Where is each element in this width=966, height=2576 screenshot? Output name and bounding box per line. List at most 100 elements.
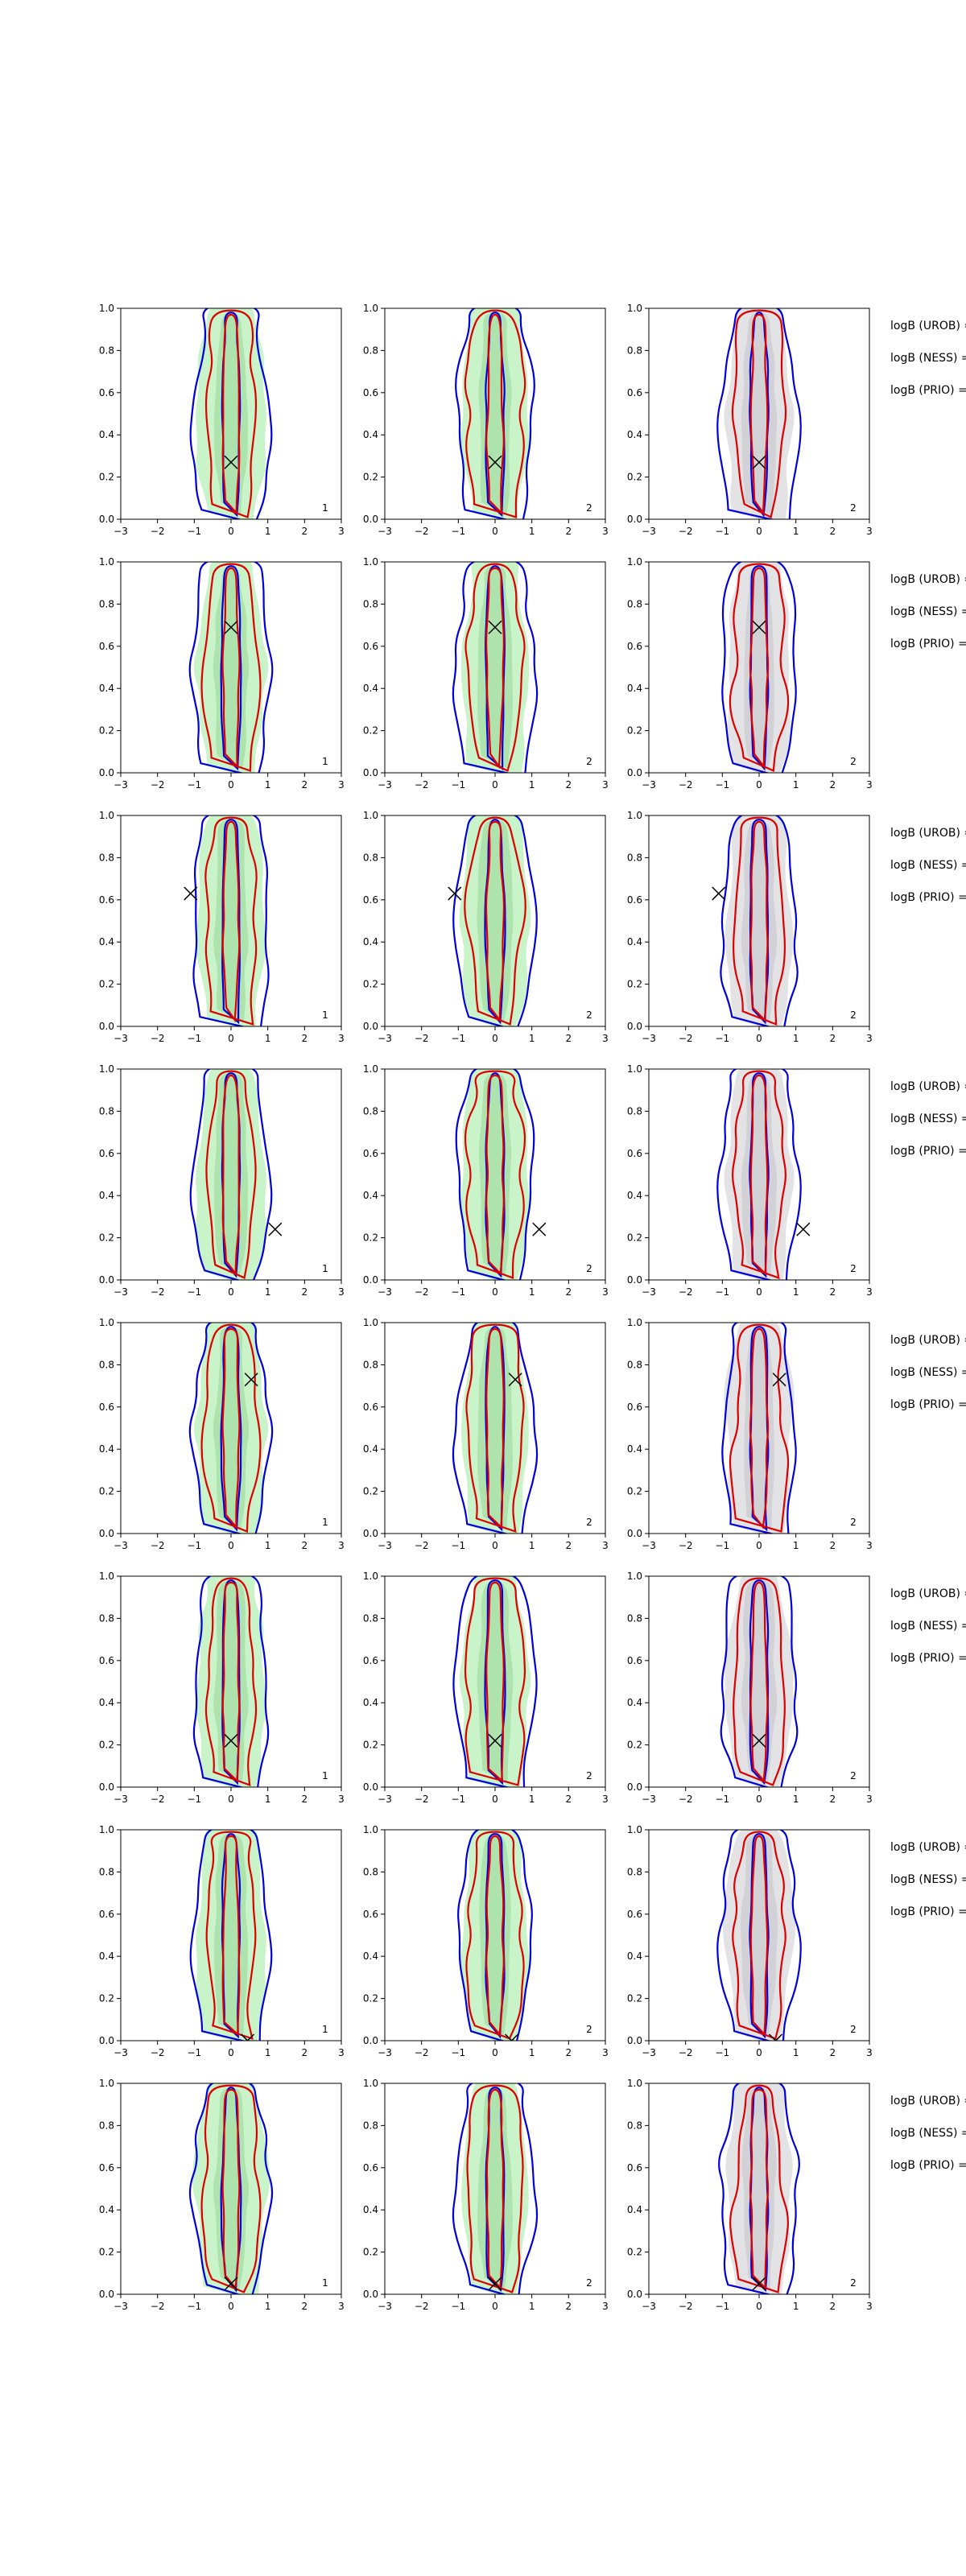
x-tick-label: 3 (866, 1794, 873, 1805)
x-tick-label: 3 (602, 1286, 609, 1298)
x-tick-label: 0 (756, 526, 762, 537)
contour-red-outer (205, 1831, 257, 2041)
contour-blue-outer (189, 308, 273, 519)
x-tick-label: 1 (793, 2301, 799, 2312)
contour-red-inner (749, 313, 769, 516)
x-tick-label: 0 (228, 1540, 234, 1551)
y-tick-label: 0.4 (627, 683, 642, 694)
contour-blue-outer (716, 1830, 802, 2041)
x-tick-label: 3 (866, 1540, 873, 1551)
panel-r2-c2: −3 −2 −1 0 1 2 3 0.0 0.2 0.4 0.6 0.8 1.0 2 (363, 556, 609, 791)
x-tick-label: 0 (756, 1033, 762, 1044)
y-tick-label: 0.2 (99, 1993, 114, 2004)
x-tick-label: 1 (793, 1033, 799, 1044)
contour-red-outer (729, 1323, 790, 1533)
y-tick-label: 0.4 (363, 1951, 378, 1962)
y-tick-label: 0.4 (99, 429, 114, 440)
contour-red-inner (485, 2088, 505, 2290)
panel-r1-c2: −3 −2 −1 0 1 2 3 0.0 0.2 0.4 0.6 0.8 1.0 2 (363, 303, 609, 537)
y-tick-label: 0.2 (627, 472, 642, 483)
panel-r5-c2: −3 −2 −1 0 1 2 3 0.0 0.2 0.4 0.6 0.8 1.0 2 (363, 1317, 609, 1551)
density-fill-inner (741, 312, 778, 515)
contour-red-inner (485, 1074, 505, 1276)
y-tick-label: 0.6 (99, 1402, 114, 1413)
contour-red-outer (466, 2084, 524, 2293)
y-tick-label: 0.2 (363, 725, 378, 737)
y-tick-label: 0.2 (627, 1993, 642, 2004)
contour-red-outer (465, 1831, 525, 2040)
x-tick-label: 1 (265, 1033, 271, 1044)
panel-tag: 2 (850, 1263, 857, 1274)
y-tick-label: 0.0 (627, 1528, 642, 1539)
contour-red-inner (485, 567, 505, 770)
x-tick-label: 0 (492, 526, 498, 537)
contour-blue-outer (720, 815, 799, 1026)
reference-marker (772, 1373, 786, 1387)
x-tick-label: 0 (492, 2301, 498, 2312)
y-tick-label: 0.6 (99, 641, 114, 652)
reference-marker (532, 1222, 547, 1236)
reference-marker (769, 2033, 783, 2041)
panel-r6-c3: −3 −2 −1 0 1 2 3 0.0 0.2 0.4 0.6 0.8 1.0 2 (627, 1571, 873, 1805)
row-labels-r3: logB (UROB) = logB (NESS) = logB (PRIO) = (890, 827, 966, 904)
x-tick-label: 0 (492, 1794, 498, 1805)
y-tick-label: 1.0 (99, 1824, 114, 1835)
y-tick-label: 0.0 (627, 767, 642, 778)
y-tick-label: 0.6 (627, 387, 642, 398)
x-tick-label: −2 (679, 526, 693, 537)
contour-blue-outer (188, 1323, 274, 1534)
contour-blue-outer (720, 1576, 799, 1787)
panel-tag: 2 (850, 1770, 857, 1781)
y-tick-label: 0.6 (627, 1909, 642, 1920)
x-tick-label: 0 (492, 1286, 498, 1298)
y-tick-label: 0.4 (627, 429, 642, 440)
density-fill-inner (213, 819, 249, 1022)
panel-tag: 2 (586, 1009, 592, 1021)
logb-label: logB (NESS) = (890, 859, 966, 872)
y-tick-label: 0.8 (627, 1612, 642, 1624)
y-tick-label: 0.4 (627, 936, 642, 947)
x-tick-label: −2 (151, 2047, 165, 2058)
panel-tag: 2 (850, 502, 857, 514)
y-tick-label: 1.0 (99, 1063, 114, 1075)
y-tick-label: 0.4 (99, 1190, 114, 1201)
panel-tag: 2 (586, 2277, 592, 2289)
logb-label: logB (PRIO) = (890, 384, 966, 397)
x-tick-label: 3 (338, 1286, 345, 1298)
x-tick-label: 2 (566, 2047, 572, 2058)
panel-tag: 1 (322, 1009, 328, 1021)
x-tick-label: 0 (492, 779, 498, 791)
x-tick-label: 0 (756, 1794, 762, 1805)
y-tick-label: 0.4 (99, 936, 114, 947)
y-tick-label: 1.0 (99, 303, 114, 314)
x-tick-label: −3 (378, 526, 392, 537)
x-tick-label: −1 (187, 2301, 201, 2312)
x-tick-label: −1 (715, 779, 729, 791)
x-tick-label: 1 (265, 1286, 271, 1298)
panel-r3-c3: −3 −2 −1 0 1 2 3 0.0 0.2 0.4 0.6 0.8 1.0 2 (627, 810, 873, 1044)
panel-r3-c2: −3 −2 −1 0 1 2 3 0.0 0.2 0.4 0.6 0.8 1.0 2 (363, 810, 609, 1044)
x-tick-label: 3 (602, 1794, 609, 1805)
y-tick-label: 0.4 (99, 1951, 114, 1962)
x-tick-label: 1 (265, 1794, 271, 1805)
x-tick-label: −1 (715, 1794, 729, 1805)
panel-r4-c2: −3 −2 −1 0 1 2 3 0.0 0.2 0.4 0.6 0.8 1.0 2 (363, 1063, 609, 1298)
y-tick-label: 0.2 (627, 725, 642, 737)
panel-r1-c1: −3 −2 −1 0 1 2 3 0.0 0.2 0.4 0.6 0.8 1.0 1 (99, 303, 345, 537)
contour-red-inner (485, 313, 505, 515)
logb-label: logB (PRIO) = (890, 1652, 966, 1665)
logb-label: logB (UROB) = (890, 573, 966, 586)
y-tick-label: 0.0 (627, 1021, 642, 1032)
y-tick-label: 1.0 (99, 2078, 114, 2089)
y-tick-label: 0.0 (363, 2289, 378, 2300)
y-tick-label: 0.0 (627, 1274, 642, 1286)
x-tick-label: 0 (228, 526, 234, 537)
contour-blue-outer (718, 2083, 800, 2294)
x-tick-label: −1 (187, 2047, 201, 2058)
panel-tag: 1 (322, 2024, 328, 2035)
x-tick-label: 3 (338, 779, 345, 791)
row-labels-r6: logB (UROB) = logB (NESS) = logB (PRIO) = (890, 1587, 966, 1665)
x-tick-label: −1 (451, 1540, 465, 1551)
panel-tag: 1 (322, 756, 328, 767)
y-tick-label: 0.6 (363, 641, 378, 652)
